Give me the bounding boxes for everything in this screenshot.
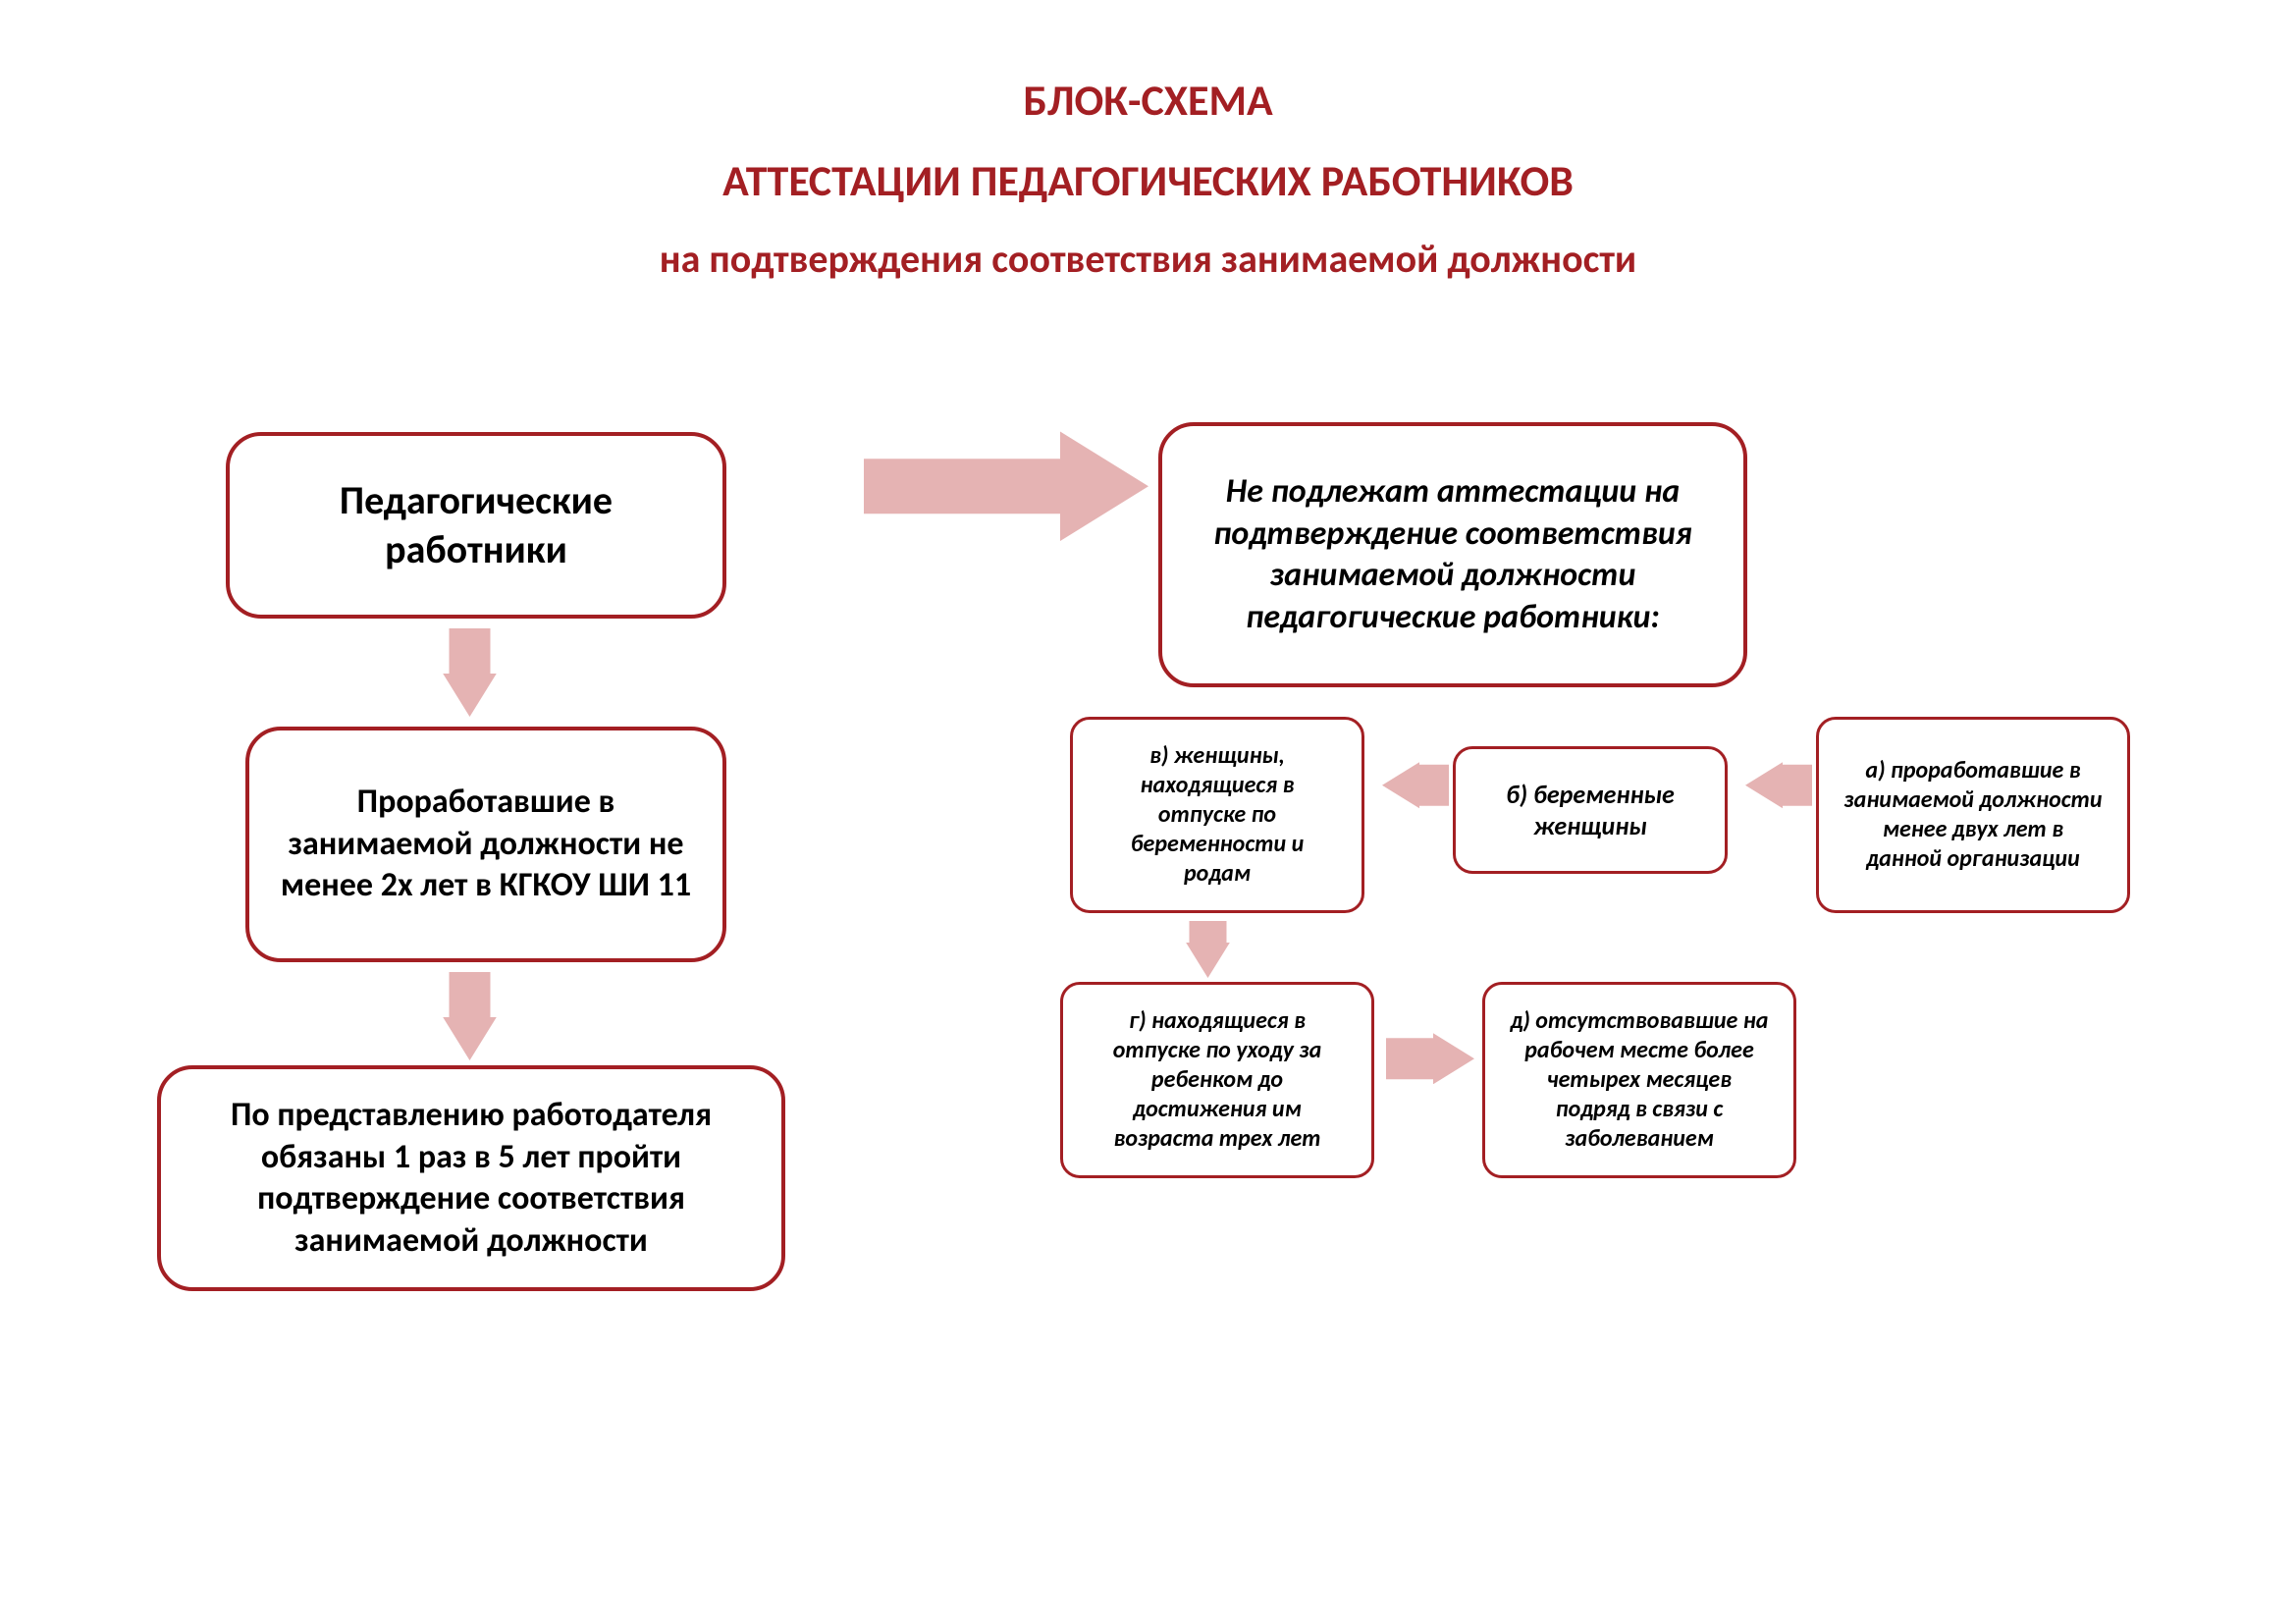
arrow-left-icon xyxy=(1382,762,1449,809)
node-label: Педагогические работники xyxy=(253,476,699,574)
arrow-right-big-icon xyxy=(864,431,1148,542)
node-label: Не подлежат аттестации на подтверждение … xyxy=(1186,471,1720,638)
node-exempt-d: д) отсутствовавшие на рабочем месте боле… xyxy=(1482,982,1796,1178)
node-label: б) беременные женщины xyxy=(1479,779,1701,842)
title-block: БЛОК-СХЕМА АТТЕСТАЦИИ ПЕДАГОГИЧЕСКИХ РАБ… xyxy=(0,74,2296,283)
arrow-left-icon xyxy=(1745,762,1812,809)
node-exempt-heading: Не подлежат аттестации на подтверждение … xyxy=(1158,422,1747,687)
arrow-down-icon xyxy=(443,972,497,1060)
node-label: в) женщины, находящиеся в отпуске по бер… xyxy=(1096,741,1338,889)
node-every-5-years: По представлению работодателя обязаны 1 … xyxy=(157,1065,785,1291)
title-line-2: АТТЕСТАЦИИ ПЕДАГОГИЧЕСКИХ РАБОТНИКОВ xyxy=(0,154,2296,207)
arrow-down-icon xyxy=(443,628,497,717)
title-line-3: на подтверждения соответствия занимаемой… xyxy=(0,235,2296,283)
title-line-1: БЛОК-СХЕМА xyxy=(0,74,2296,127)
arrow-down-icon xyxy=(1186,921,1230,978)
node-worked-2-years: Проработавшие в занимаемой должности не … xyxy=(245,727,726,962)
arrow-right-icon xyxy=(1386,1033,1474,1085)
node-exempt-v: в) женщины, находящиеся в отпуске по бер… xyxy=(1070,717,1364,913)
node-label: Проработавшие в занимаемой должности не … xyxy=(273,782,699,907)
node-teachers: Педагогические работники xyxy=(226,432,726,619)
node-exempt-a: а) проработавшие в занимаемой должности … xyxy=(1816,717,2130,913)
node-label: г) находящиеся в отпуске по уходу за реб… xyxy=(1087,1006,1348,1154)
node-label: д) отсутствовавшие на рабочем месте боле… xyxy=(1509,1006,1770,1154)
node-exempt-b: б) беременные женщины xyxy=(1453,746,1728,874)
node-exempt-g: г) находящиеся в отпуске по уходу за реб… xyxy=(1060,982,1374,1178)
node-label: По представлению работодателя обязаны 1 … xyxy=(185,1095,758,1262)
node-label: а) проработавшие в занимаемой должности … xyxy=(1842,756,2104,874)
